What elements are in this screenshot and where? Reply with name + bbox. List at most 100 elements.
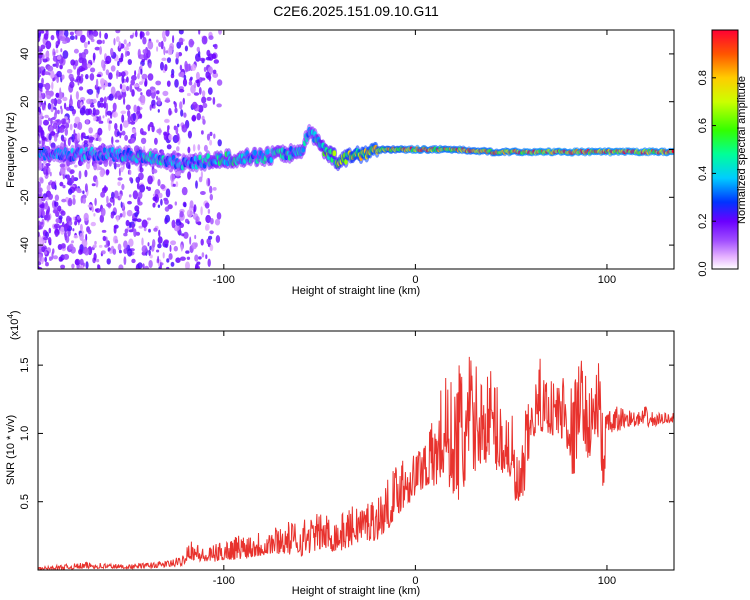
spectrogram-noise-cell: [85, 261, 89, 269]
spectrogram-noise-cell: [102, 235, 107, 242]
spectrogram-noise-cell: [132, 112, 136, 122]
spectrogram-noise-cell: [165, 188, 171, 198]
spectrogram-noise-cell: [40, 221, 44, 225]
spectrogram-noise-cell: [129, 34, 134, 39]
spectrogram-noise-cell: [149, 245, 152, 251]
colorbar-tick-label: 0.2: [697, 214, 709, 229]
spectrogram-noise-cell: [74, 116, 81, 125]
spectrogram-noise-cell: [142, 36, 147, 45]
spectrogram-noise-cell: [205, 71, 210, 79]
spectrogram-noise-cell: [62, 40, 68, 44]
spectrogram-noise-cell: [53, 106, 56, 110]
spectrogram-noise-cell: [82, 197, 86, 204]
spectrogram-noise-cell: [42, 210, 46, 218]
bottom-y-tick-label: 0.5: [19, 494, 31, 509]
spectrogram-noise-cell: [60, 264, 66, 269]
top-x-tick-label: 100: [598, 274, 616, 286]
spectrogram-noise-cell: [166, 80, 171, 87]
spectrogram-noise-cell: [153, 91, 157, 97]
spectrogram-noise-cell: [193, 92, 200, 96]
spectrogram-noise-cell: [120, 110, 127, 115]
spectrogram-noise-cell: [52, 77, 55, 82]
spectrogram-noise-cell: [182, 78, 188, 87]
spectrogram-noise-cell: [174, 79, 179, 88]
spectrogram-noise-cell: [97, 127, 103, 136]
top-y-tick-label: -20: [19, 189, 31, 205]
spectrogram-noise-cell: [206, 96, 212, 101]
spectrogram-noise-cell: [209, 139, 213, 146]
bottom-x-tick-label: 0: [412, 575, 418, 587]
spectrogram-noise-cell: [142, 263, 145, 269]
spectrogram-noise-cell: [96, 74, 102, 78]
spectrogram-noise-cell: [75, 30, 80, 37]
spectrogram-noise-cell: [96, 258, 100, 263]
spectrogram-noise-cell: [183, 112, 187, 118]
colorbar-tick-label: 0.4: [697, 166, 709, 181]
spectrogram-noise-cell: [38, 225, 43, 230]
spectrogram-noise-cell: [213, 59, 219, 64]
spectrogram-noise-cell: [201, 96, 207, 104]
spectrogram-noise-cell: [181, 186, 188, 196]
spectrogram-noise-cell: [182, 97, 185, 105]
spectrogram-noise-cell: [195, 216, 200, 223]
top-x-ticks: -100 0 100: [213, 30, 616, 286]
spectrogram-noise-cell: [170, 261, 175, 267]
spectrogram-noise-cell: [114, 123, 118, 130]
spectrogram-noise-cell: [60, 258, 63, 262]
spectrogram-noise-cell: [201, 252, 205, 258]
spectrogram-noise-cell: [64, 235, 68, 241]
spectrogram-noise-cell: [50, 117, 53, 126]
spectrogram-noise-cell: [166, 258, 170, 263]
spectrogram-noise-cell: [55, 44, 59, 49]
spectrogram-noise-cell: [127, 110, 131, 117]
top-x-tick-label: -100: [213, 274, 235, 286]
spectrogram-noise-cell: [184, 45, 188, 52]
spectrogram-noise-cell: [88, 139, 94, 143]
spectrogram-noise-cell: [137, 191, 143, 200]
spectrogram-noise-cell: [38, 82, 43, 89]
colorbar-tick-label: 0.6: [697, 118, 709, 133]
spectrogram-noise-cell: [156, 128, 162, 134]
spectrogram-noise-cell: [118, 41, 121, 49]
spectrogram-noise-cell: [194, 242, 198, 248]
spectrogram-noise-cell: [38, 52, 43, 59]
bottom-x-ticks: -100 0 100: [213, 331, 616, 587]
spectrogram-noise-cell: [103, 101, 107, 109]
spectrogram-noise-cell: [81, 194, 87, 199]
spectrogram-noise-cell: [156, 46, 159, 52]
spectrogram-noise-cell: [194, 254, 199, 262]
spectrogram-noise-cell: [207, 208, 211, 214]
spectrogram-noise-cell: [118, 264, 124, 269]
spectrogram-noise-cell: [77, 99, 81, 108]
spectrogram-noise-cell: [169, 244, 172, 252]
spectrogram-noise-cell: [180, 41, 184, 46]
spectrogram-noise-cell: [112, 197, 115, 206]
spectrogram-noise-cell: [59, 87, 62, 96]
spectrogram-noise-cell: [79, 223, 83, 232]
spectrogram-noise-cell: [207, 258, 211, 267]
spectrogram-noise-cell: [106, 110, 112, 116]
spectrogram-noise-cell: [196, 112, 201, 121]
spectrogram-noise-cell: [67, 166, 71, 172]
spectrogram-noise-cell: [130, 121, 136, 125]
spectrogram-noise-cell: [122, 210, 126, 218]
spectrogram-noise-cell: [125, 219, 130, 227]
spectrogram-noise-cell: [50, 98, 56, 104]
spectrogram-noise-cell: [137, 201, 143, 206]
spectrogram-noise-cell: [210, 218, 214, 225]
spectrogram-noise-cell: [74, 59, 79, 67]
spectrogram-noise-cell: [58, 215, 63, 220]
spectrogram-noise-cell: [191, 114, 197, 122]
spectrogram-noise-cell: [108, 159, 112, 167]
spectrogram-noise-cell: [195, 180, 198, 189]
spectrogram-noise-cell: [191, 101, 198, 109]
spectrogram-noise-cell: [78, 57, 84, 64]
spectrogram-noise-cell: [128, 238, 134, 247]
spectrogram-noise-cell: [69, 31, 74, 36]
spectrogram-noise-cell: [89, 73, 95, 81]
colorbar-label: Normalized spectral amplitude: [736, 76, 748, 224]
spectrogram-noise-cell: [80, 34, 86, 43]
spectrogram-noise-cell: [41, 195, 46, 202]
spectrogram-noise-cell: [118, 57, 124, 63]
spectrogram-noise-cell: [109, 250, 113, 254]
